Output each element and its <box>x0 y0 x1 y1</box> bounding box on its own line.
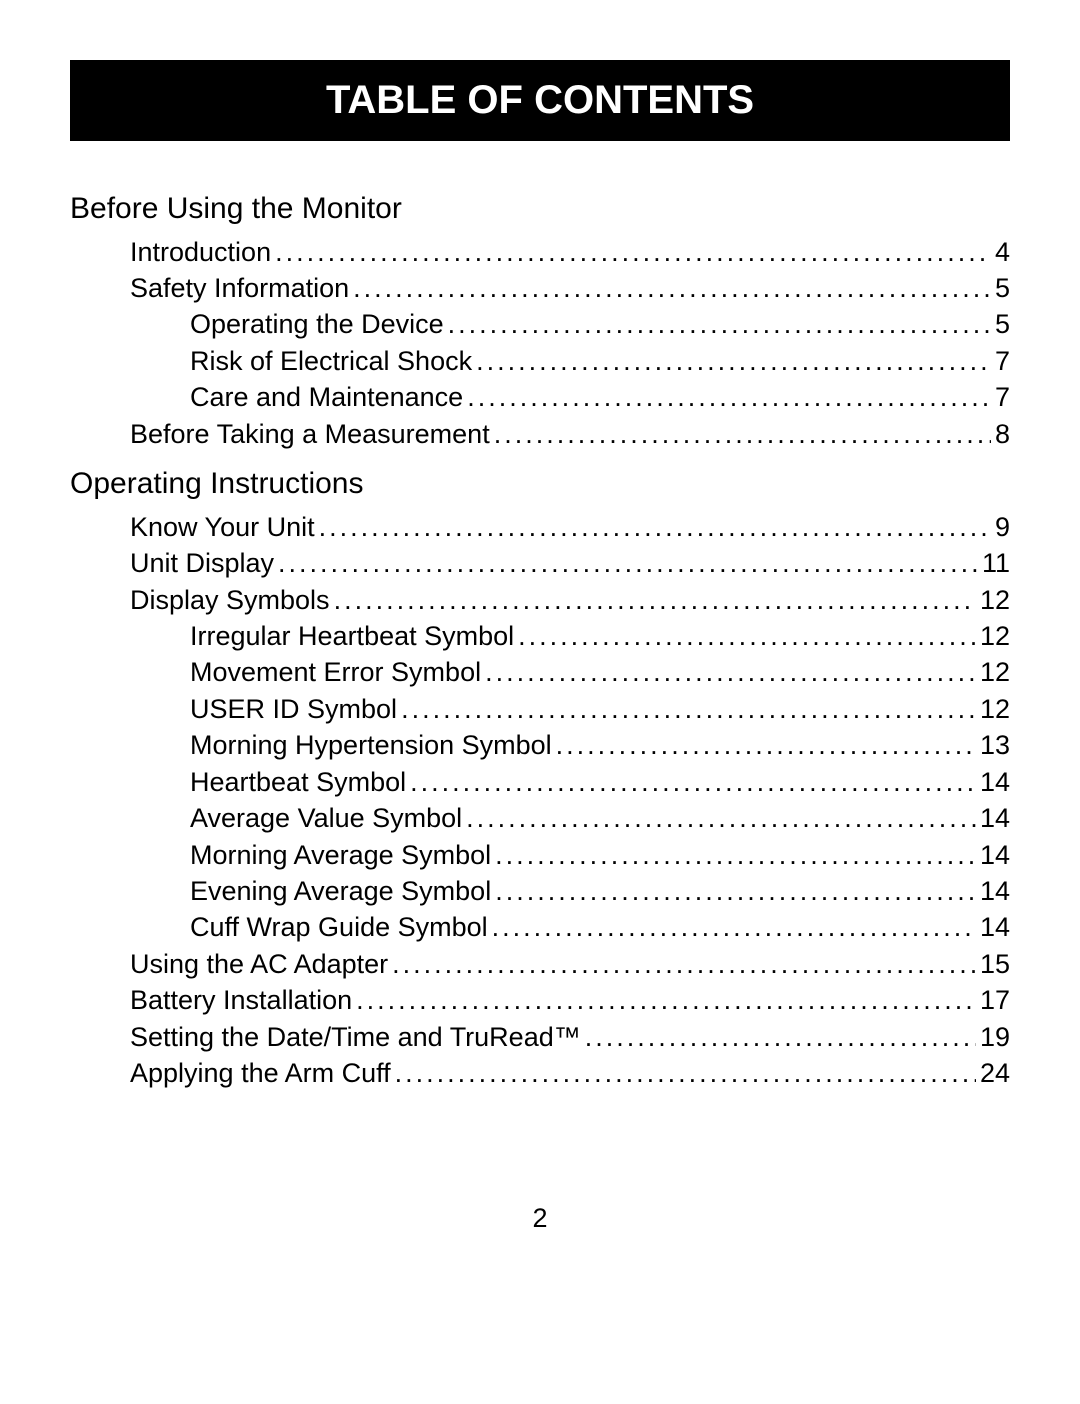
toc-entry-label: Irregular Heartbeat Symbol <box>190 618 514 654</box>
toc-entry-page: 11 <box>982 545 1010 581</box>
toc-entry-page: 9 <box>995 509 1010 545</box>
table-of-contents: Before Using the MonitorIntroduction 4Sa… <box>70 189 1010 1092</box>
toc-entry: Setting the Date/Time and TruRead™ 19 <box>70 1019 1010 1055</box>
toc-entry: Display Symbols 12 <box>70 582 1010 618</box>
toc-entry-page: 5 <box>995 270 1010 306</box>
toc-entry-page: 12 <box>980 582 1010 618</box>
toc-entry-page: 15 <box>980 946 1010 982</box>
toc-entry: Battery Installation 17 <box>70 982 1010 1018</box>
toc-entry-label: Battery Installation <box>130 982 352 1018</box>
toc-entry-label: Unit Display <box>130 545 274 581</box>
toc-entry-page: 24 <box>980 1055 1010 1091</box>
toc-entry-page: 14 <box>980 873 1010 909</box>
toc-entry-page: 14 <box>980 800 1010 836</box>
toc-entry: Heartbeat Symbol 14 <box>70 764 1010 800</box>
toc-dot-leader <box>476 343 991 379</box>
toc-dot-leader <box>410 764 976 800</box>
page-title: TABLE OF CONTENTS <box>326 78 754 122</box>
toc-entry: Before Taking a Measurement 8 <box>70 416 1010 452</box>
toc-entry-page: 13 <box>980 727 1010 763</box>
toc-entry-page: 19 <box>980 1019 1010 1055</box>
toc-entry: USER ID Symbol 12 <box>70 691 1010 727</box>
toc-entry-page: 7 <box>995 343 1010 379</box>
toc-entry: Morning Average Symbol 14 <box>70 837 1010 873</box>
toc-entry-label: Care and Maintenance <box>190 379 463 415</box>
toc-entry: Morning Hypertension Symbol 13 <box>70 727 1010 763</box>
toc-entry-label: Using the AC Adapter <box>130 946 388 982</box>
toc-dot-leader <box>395 1055 976 1091</box>
toc-entry-label: Morning Average Symbol <box>190 837 491 873</box>
toc-entry-page: 12 <box>980 618 1010 654</box>
toc-entry-label: Before Taking a Measurement <box>130 416 490 452</box>
page-number: 2 <box>0 1203 1080 1234</box>
toc-entry-page: 12 <box>980 691 1010 727</box>
toc-entry-label: Morning Hypertension Symbol <box>190 727 552 763</box>
toc-dot-leader <box>353 270 991 306</box>
toc-dot-leader <box>585 1019 976 1055</box>
toc-entry-page: 8 <box>995 416 1010 452</box>
page: TABLE OF CONTENTS Before Using the Monit… <box>0 0 1080 1404</box>
toc-entry: Introduction 4 <box>70 234 1010 270</box>
toc-dot-leader <box>494 416 991 452</box>
toc-dot-leader <box>275 234 991 270</box>
toc-entry-label: Cuff Wrap Guide Symbol <box>190 909 488 945</box>
toc-entry: Unit Display 11 <box>70 545 1010 581</box>
toc-entry-label: Operating the Device <box>190 306 444 342</box>
toc-entry-label: Applying the Arm Cuff <box>130 1055 391 1091</box>
toc-entry-page: 7 <box>995 379 1010 415</box>
toc-dot-leader <box>556 727 976 763</box>
toc-entry: Know Your Unit 9 <box>70 509 1010 545</box>
title-bar: TABLE OF CONTENTS <box>70 60 1010 141</box>
toc-entry: Irregular Heartbeat Symbol 12 <box>70 618 1010 654</box>
toc-dot-leader <box>492 909 976 945</box>
toc-section-heading: Before Using the Monitor <box>70 189 1010 230</box>
toc-entry-label: Heartbeat Symbol <box>190 764 406 800</box>
toc-entry: Care and Maintenance 7 <box>70 379 1010 415</box>
toc-entry: Cuff Wrap Guide Symbol 14 <box>70 909 1010 945</box>
toc-entry-label: Risk of Electrical Shock <box>190 343 472 379</box>
toc-dot-leader <box>392 946 976 982</box>
toc-dot-leader <box>356 982 976 1018</box>
toc-entry: Average Value Symbol 14 <box>70 800 1010 836</box>
toc-entry: Evening Average Symbol 14 <box>70 873 1010 909</box>
toc-section-heading: Operating Instructions <box>70 464 1010 505</box>
toc-dot-leader <box>278 545 978 581</box>
toc-entry: Risk of Electrical Shock 7 <box>70 343 1010 379</box>
toc-dot-leader <box>466 800 976 836</box>
toc-dot-leader <box>485 654 976 690</box>
toc-entry-page: 4 <box>995 234 1010 270</box>
toc-entry: Applying the Arm Cuff 24 <box>70 1055 1010 1091</box>
toc-entry: Safety Information 5 <box>70 270 1010 306</box>
toc-dot-leader <box>467 379 991 415</box>
toc-entry-page: 12 <box>980 654 1010 690</box>
toc-dot-leader <box>334 582 976 618</box>
toc-entry-page: 17 <box>980 982 1010 1018</box>
toc-entry: Using the AC Adapter 15 <box>70 946 1010 982</box>
toc-entry: Movement Error Symbol 12 <box>70 654 1010 690</box>
toc-entry-label: Average Value Symbol <box>190 800 462 836</box>
toc-entry: Operating the Device 5 <box>70 306 1010 342</box>
toc-dot-leader <box>495 873 976 909</box>
toc-entry-page: 14 <box>980 909 1010 945</box>
toc-entry-label: Safety Information <box>130 270 349 306</box>
toc-entry-page: 14 <box>980 837 1010 873</box>
toc-entry-label: Introduction <box>130 234 271 270</box>
toc-entry-label: Movement Error Symbol <box>190 654 481 690</box>
toc-dot-leader <box>518 618 976 654</box>
toc-entry-label: Know Your Unit <box>130 509 315 545</box>
toc-dot-leader <box>319 509 991 545</box>
toc-dot-leader <box>448 306 991 342</box>
toc-entry-label: Evening Average Symbol <box>190 873 491 909</box>
toc-entry-page: 14 <box>980 764 1010 800</box>
toc-entry-label: USER ID Symbol <box>190 691 397 727</box>
toc-dot-leader <box>495 837 976 873</box>
toc-entry-page: 5 <box>995 306 1010 342</box>
toc-entry-label: Setting the Date/Time and TruRead™ <box>130 1019 581 1055</box>
toc-dot-leader <box>401 691 976 727</box>
toc-entry-label: Display Symbols <box>130 582 330 618</box>
